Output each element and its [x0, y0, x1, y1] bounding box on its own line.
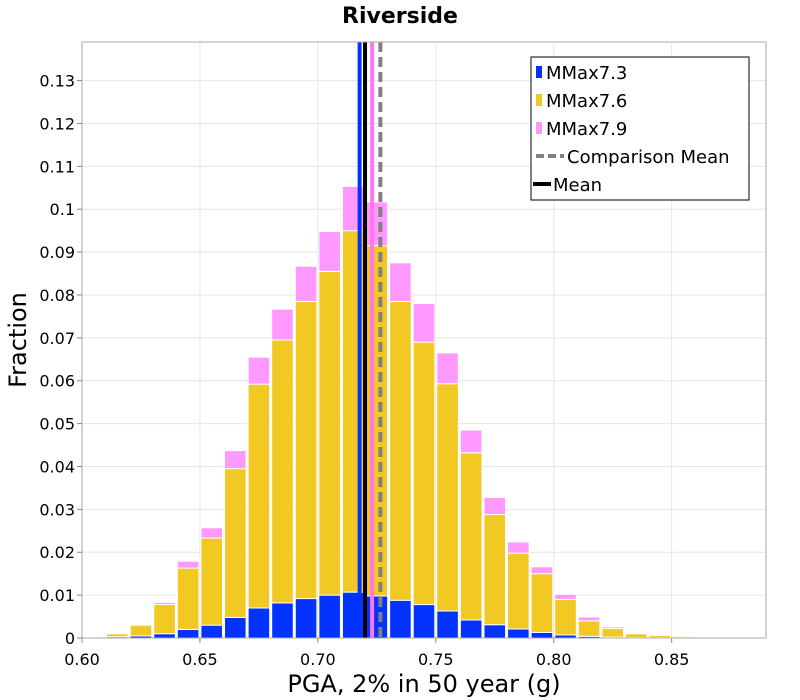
y-tick-label: 0.04 — [39, 457, 75, 476]
y-tick-label: 0.09 — [39, 243, 75, 262]
bar-segment-mmax7-6 — [271, 339, 294, 604]
bar-segment-mmax7-9 — [153, 601, 176, 606]
bar-segment-mmax7-6 — [153, 604, 176, 635]
bar-segment-mmax7-6 — [483, 514, 507, 626]
bar-segment-mmax7-3 — [294, 598, 318, 639]
y-tick-label: 0.06 — [39, 372, 75, 391]
x-tick-label: 0.65 — [182, 650, 218, 669]
x-tick-label: 0.80 — [536, 650, 572, 669]
bar-segment-mmax7-3 — [271, 602, 294, 639]
bar-segment-mmax7-9 — [294, 265, 318, 302]
legend: MMax7.3 MMax7.6 MMax7.9 Comparison Mean Mean — [530, 56, 750, 201]
bar-segment-mmax7-6 — [624, 633, 648, 639]
bar-segment-mmax7-9 — [507, 541, 530, 554]
bar-segment-mmax7-9 — [624, 632, 648, 635]
x-tick-label: 0.70 — [300, 650, 336, 669]
y-tick-label: 0.02 — [39, 543, 75, 562]
bar-segment-mmax7-9 — [577, 616, 601, 622]
bar-segment-mmax7-6 — [412, 341, 436, 606]
bar-segment-mmax7-6 — [459, 452, 483, 621]
bar-segment-mmax7-3 — [200, 624, 224, 639]
legend-swatch — [536, 122, 542, 134]
y-tick-label: 0.01 — [39, 586, 75, 605]
bar-segment-mmax7-9 — [483, 496, 507, 516]
bar-segment-mmax7-6 — [365, 245, 389, 597]
bar-segment-mmax7-9 — [436, 352, 459, 385]
y-tick-label: 0 — [65, 629, 75, 648]
bar-segment-mmax7-3 — [153, 633, 176, 639]
y-tick-label: 0.13 — [39, 72, 75, 91]
bar-segment-mmax7-3 — [530, 631, 554, 639]
bar-segment-mmax7-9 — [318, 231, 341, 272]
x-tick-label: 0.85 — [654, 650, 690, 669]
legend-label: MMax7.9 — [546, 119, 627, 140]
legend-box — [530, 56, 750, 201]
bar-segment-mmax7-6 — [318, 270, 341, 596]
bar-segment-mmax7-9 — [247, 356, 271, 385]
bar-segment-mmax7-9 — [271, 308, 294, 341]
bar-segment-mmax7-9 — [389, 262, 412, 302]
bar-segment-mmax7-9 — [200, 527, 224, 539]
legend-swatch — [536, 94, 542, 106]
y-tick-label: 0.07 — [39, 329, 75, 348]
bars — [82, 185, 766, 639]
mean-lines — [357, 42, 383, 638]
y-tick-label: 0.1 — [50, 200, 75, 219]
legend-swatch — [536, 66, 542, 78]
y-tick-label: 0.11 — [39, 157, 75, 176]
bar-segment-mmax7-3 — [224, 616, 247, 639]
bar-segment-mmax7-6 — [129, 624, 153, 637]
bar-segment-mmax7-3 — [412, 604, 436, 639]
bar-segment-mmax7-6 — [436, 383, 459, 612]
bar-segment-mmax7-6 — [530, 573, 554, 633]
bar-segment-mmax7-3 — [389, 599, 412, 639]
plot-frame — [81, 41, 767, 639]
bar-segment-mmax7-9 — [554, 593, 577, 600]
bar-segment-mmax7-3 — [365, 595, 389, 639]
legend-label: Comparison Mean — [567, 147, 730, 168]
x-tick-label: 0.75 — [418, 650, 454, 669]
bar-segment-mmax7-9 — [412, 303, 436, 343]
bar-segment-mmax7-6 — [82, 636, 106, 639]
bar-segment-mmax7-9 — [176, 560, 200, 569]
bar-segment-mmax7-9 — [224, 450, 247, 470]
bar-segment-mmax7-3 — [459, 619, 483, 639]
bar-segment-mmax7-6 — [247, 383, 271, 609]
bar-segment-mmax7-6 — [224, 468, 247, 618]
y-axis-label: Fraction — [4, 292, 32, 388]
bar-segment-mmax7-9 — [365, 201, 389, 247]
bar-segment-mmax7-3 — [247, 607, 271, 639]
bar-segment-mmax7-6 — [176, 567, 200, 630]
bar-segment-mmax7-6 — [507, 552, 530, 630]
bar-segment-mmax7-3 — [436, 610, 459, 639]
bar-segment-mmax7-3 — [176, 628, 200, 639]
bar-segment-mmax7-6 — [294, 300, 318, 600]
x-axis-label: PGA, 2% in 50 year (g) — [287, 670, 560, 698]
bar-segment-mmax7-6 — [577, 620, 601, 637]
legend-label: MMax7.6 — [546, 91, 627, 112]
y-tick-label: 0.05 — [39, 415, 75, 434]
bar-segment-mmax7-9 — [129, 623, 153, 626]
bar-segment-mmax7-9 — [530, 566, 554, 575]
x-tick-label: 0.60 — [64, 650, 100, 669]
bar-segment-mmax7-3 — [318, 594, 341, 639]
y-tick-label: 0.03 — [39, 500, 75, 519]
bar-segment-mmax7-9 — [459, 429, 483, 454]
y-axis-ticks: 0 0.01 0.02 0.03 0.04 0.05 0.06 0.07 0.08 0.09 0.1… — [39, 72, 82, 648]
bar-segment-mmax7-3 — [483, 624, 507, 639]
y-tick-label: 0.12 — [39, 114, 75, 133]
bar-segment-mmax7-6 — [200, 537, 224, 626]
bar-segment-mmax7-3 — [507, 628, 530, 639]
bar-segment-mmax7-6 — [389, 300, 412, 601]
bar-segment-mmax7-6 — [554, 598, 577, 636]
legend-label: Mean — [553, 175, 602, 196]
legend-label: MMax7.3 — [546, 63, 627, 84]
x-axis-ticks: 0.60 0.65 0.70 0.75 0.80 0.85 — [64, 638, 689, 669]
y-tick-label: 0.08 — [39, 286, 75, 305]
chart-title: Riverside — [342, 4, 458, 29]
bar-segment-mmax7-9 — [601, 626, 624, 630]
bar-segment-mmax7-6 — [601, 628, 624, 638]
